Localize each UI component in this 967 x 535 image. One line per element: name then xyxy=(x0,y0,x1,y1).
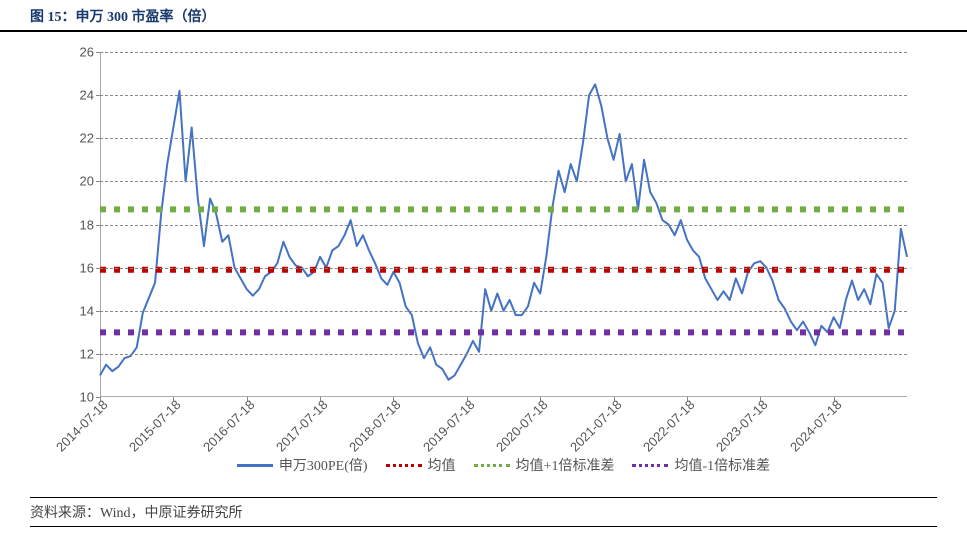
gridline xyxy=(100,354,907,355)
x-tick-label: 2021-07-18 xyxy=(567,397,625,455)
figure-container: 图 15：申万 300 市盈率（倍） 10 12 14 16 18 20 22 24 26 201… xyxy=(0,0,967,535)
gridline xyxy=(100,225,907,226)
legend-item: 均值 xyxy=(386,455,456,475)
x-tick-mark xyxy=(393,397,394,401)
x-tick-label: 2015-07-18 xyxy=(126,397,184,455)
x-tick-mark xyxy=(100,397,101,401)
legend-swatch xyxy=(632,464,668,467)
legend-swatch xyxy=(386,464,422,467)
y-tick-label: 22 xyxy=(80,131,94,146)
y-tick-label: 12 xyxy=(80,346,94,361)
plot-area: 1012141618202224262014-07-182015-07-1820… xyxy=(100,52,907,397)
y-tick-label: 16 xyxy=(80,260,94,275)
legend-item: 均值+1倍标准差 xyxy=(474,455,615,475)
legend-item: 申万300PE(倍) xyxy=(237,455,368,475)
x-tick-mark xyxy=(834,397,835,401)
legend-label: 均值-1倍标准差 xyxy=(674,455,770,475)
footer-text: 资料来源：Wind，中原证券研究所 xyxy=(30,506,243,521)
title-bar: 图 15：申万 300 市盈率（倍） xyxy=(0,0,967,32)
footer-rule-bottom xyxy=(30,526,937,527)
legend: 申万300PE(倍) 均值 均值+1倍标准差 均值-1倍标准差 xyxy=(100,453,907,477)
x-tick-label: 2020-07-18 xyxy=(493,397,551,455)
x-tick-mark xyxy=(173,397,174,401)
x-tick-label: 2019-07-18 xyxy=(420,397,478,455)
legend-item: 均值-1倍标准差 xyxy=(632,455,770,475)
gridline xyxy=(100,181,907,182)
x-tick-mark xyxy=(687,397,688,401)
y-tick-label: 10 xyxy=(80,390,94,405)
x-tick-label: 2024-07-18 xyxy=(787,397,845,455)
gridline xyxy=(100,311,907,312)
legend-label: 均值 xyxy=(428,455,456,475)
series-line-pe xyxy=(100,84,907,379)
x-tick-label: 2017-07-18 xyxy=(273,397,331,455)
y-tick-label: 26 xyxy=(80,45,94,60)
y-tick-label: 14 xyxy=(80,303,94,318)
footer-rule-top xyxy=(30,497,937,498)
x-tick-mark xyxy=(247,397,248,401)
x-tick-mark xyxy=(467,397,468,401)
legend-label: 均值+1倍标准差 xyxy=(516,455,615,475)
x-tick-mark xyxy=(320,397,321,401)
x-tick-label: 2014-07-18 xyxy=(53,397,111,455)
y-tick-label: 18 xyxy=(80,217,94,232)
x-tick-label: 2022-07-18 xyxy=(640,397,698,455)
chart-wrap: 10 12 14 16 18 20 22 24 26 2014-07-18 2015-07-18 20… xyxy=(40,47,927,477)
x-tick-mark xyxy=(760,397,761,401)
x-tick-mark xyxy=(540,397,541,401)
gridline xyxy=(100,138,907,139)
x-tick-label: 2023-07-18 xyxy=(713,397,771,455)
gridline xyxy=(100,268,907,269)
gridline xyxy=(100,95,907,96)
legend-swatch xyxy=(237,464,273,467)
footer: 资料来源：Wind，中原证券研究所 xyxy=(30,497,937,527)
gridline xyxy=(100,52,907,53)
x-tick-label: 2018-07-18 xyxy=(346,397,404,455)
x-tick-mark xyxy=(614,397,615,401)
y-tick-label: 20 xyxy=(80,174,94,189)
legend-label: 申万300PE(倍) xyxy=(279,455,368,475)
y-tick-label: 24 xyxy=(80,88,94,103)
figure-title: 图 15：申万 300 市盈率（倍） xyxy=(30,10,216,25)
legend-swatch xyxy=(474,464,510,467)
x-tick-label: 2016-07-18 xyxy=(200,397,258,455)
